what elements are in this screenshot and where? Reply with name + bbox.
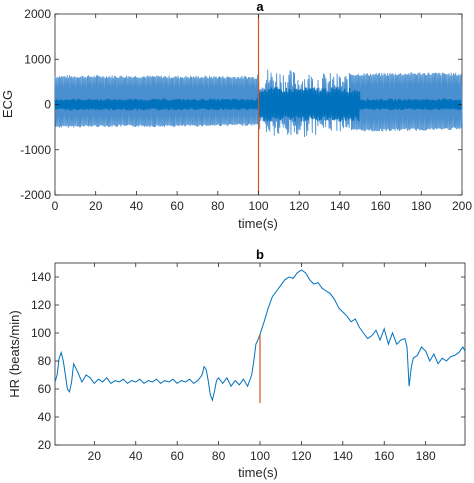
y-tick-label: 120	[31, 298, 51, 312]
chart-b-title: b	[256, 247, 264, 262]
x-tick-label: 0	[52, 199, 59, 213]
x-tick-label: 100	[250, 449, 270, 463]
x-tick-label: 60	[170, 449, 184, 463]
x-tick-label: 20	[89, 199, 103, 213]
x-tick-label: 40	[129, 449, 143, 463]
x-tick-label: 160	[374, 449, 394, 463]
x-tick-label: 40	[130, 199, 144, 213]
x-tick-label: 20	[88, 449, 102, 463]
x-tick-label: 180	[416, 449, 436, 463]
y-tick-label: -2000	[20, 188, 51, 202]
y-tick-label: 2000	[24, 7, 51, 21]
y-tick-label: 60	[38, 382, 52, 396]
chart-a-xlabel: time(s)	[238, 216, 278, 231]
x-tick-label: 140	[330, 199, 350, 213]
y-tick-label: 80	[38, 354, 52, 368]
chart-b-ylabel: HR (beats/min)	[7, 310, 22, 397]
chart-b-hr-series	[54, 269, 466, 402]
x-tick-label: 80	[212, 449, 226, 463]
y-tick-label: 1000	[24, 52, 51, 66]
x-tick-label: 180	[411, 199, 431, 213]
x-tick-label: 120	[289, 199, 309, 213]
x-tick-label: 80	[211, 199, 225, 213]
chart-b-xlabel: time(s)	[238, 465, 278, 480]
x-tick-label: 140	[333, 449, 353, 463]
y-tick-label: 40	[38, 410, 52, 424]
hr-line	[54, 269, 466, 402]
x-tick-label: 120	[291, 449, 311, 463]
x-tick-label: 160	[371, 199, 391, 213]
chart-a-ylabel: ECG	[0, 90, 15, 118]
x-tick-label: 200	[452, 199, 472, 213]
chart-a: a 0 20 40 60 80 100 120 140 160 180 200 -2000 -1000…	[0, 0, 472, 231]
y-tick-label: 140	[31, 270, 51, 284]
y-tick-label: 0	[44, 98, 51, 112]
x-tick-label: 60	[170, 199, 184, 213]
y-tick-label: -1000	[20, 143, 51, 157]
y-tick-label: 20	[38, 438, 52, 452]
x-tick-label: 100	[248, 199, 268, 213]
chart-b: b 20 40 60 80 100 120 140 160 180 20 40 60 80 100 120…	[7, 247, 466, 480]
chart-a-title: a	[256, 0, 264, 14]
y-tick-label: 100	[31, 326, 51, 340]
